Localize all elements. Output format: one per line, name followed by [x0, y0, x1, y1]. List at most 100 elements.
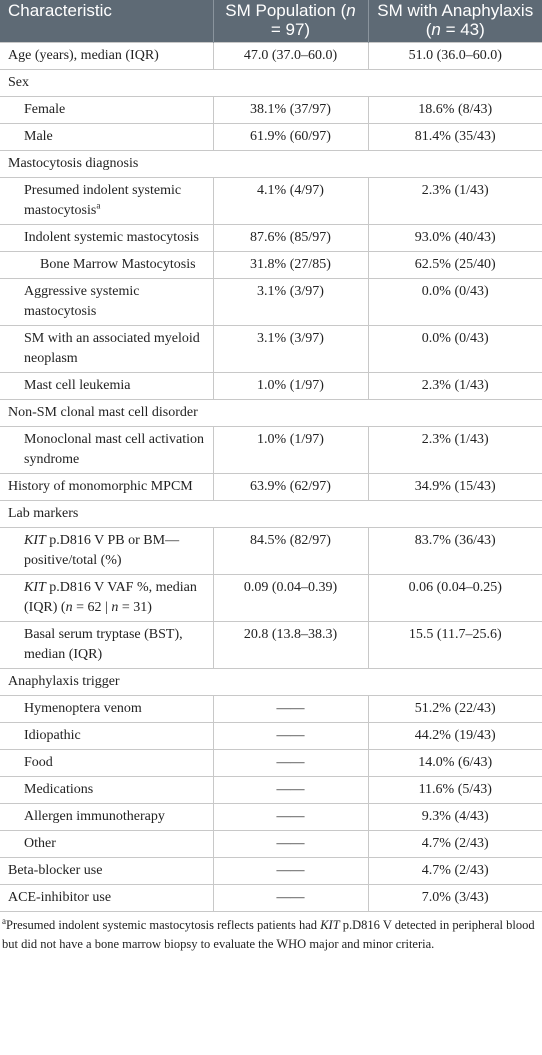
row-label: Aggressive systemic mastocytosis — [0, 278, 214, 326]
row-label: Mastocytosis diagnosis — [0, 150, 542, 178]
data-row: SM with an associated myeloid neoplasm 3.… — [0, 325, 542, 373]
data-row: Male 61.9% (60/97) 81.4% (35/43) — [0, 123, 542, 151]
value-cell: 1.0% (1/97) — [213, 372, 369, 400]
data-row: KIT p.D816 V PB or BM—positive/total (%)… — [0, 527, 542, 575]
value-cell: 0.06 (0.04–0.25) — [368, 574, 542, 622]
value-cell: 20.8 (13.8–38.3) — [213, 621, 369, 669]
text-run: = 62 | — [72, 600, 112, 615]
value-cell: 62.5% (25/40) — [368, 251, 542, 279]
value-cell: —— — [213, 803, 369, 831]
italic-text: n — [431, 20, 441, 39]
data-row: Food —— 14.0% (6/43) — [0, 749, 542, 777]
value-cell: 31.8% (27/85) — [213, 251, 369, 279]
row-label: Other — [0, 830, 214, 858]
data-table: Characteristic SM Population (n = 97) SM w… — [0, 0, 542, 912]
value-cell: 83.7% (36/43) — [368, 527, 542, 575]
value-cell: 4.1% (4/97) — [213, 177, 369, 225]
row-label: Hymenoptera venom — [0, 695, 214, 723]
value-cell: 7.0% (3/43) — [368, 884, 542, 912]
value-cell: 38.1% (37/97) — [213, 96, 369, 124]
data-row: Basal serum tryptase (BST), median (IQR)… — [0, 621, 542, 669]
row-label: SM with an associated myeloid neoplasm — [0, 325, 214, 373]
row-label: Idiopathic — [0, 722, 214, 750]
superscript: a — [2, 915, 6, 926]
data-row: Idiopathic —— 44.2% (19/43) — [0, 722, 542, 750]
italic-text: KIT — [24, 533, 46, 548]
data-row: Beta-blocker use —— 4.7% (2/43) — [0, 857, 542, 885]
section-row: Sex — [0, 69, 542, 97]
value-cell: 0.0% (0/43) — [368, 278, 542, 326]
value-cell: 15.5 (11.7–25.6) — [368, 621, 542, 669]
row-label: History of monomorphic MPCM — [0, 473, 214, 501]
value-cell: 0.0% (0/43) — [368, 325, 542, 373]
row-label: Male — [0, 123, 214, 151]
row-label: Age (years), median (IQR) — [0, 42, 214, 70]
italic-text: n — [111, 600, 119, 615]
row-label: Sex — [0, 69, 542, 97]
value-cell: —— — [213, 695, 369, 723]
value-cell: 1.0% (1/97) — [213, 426, 369, 474]
text-run: Presumed indolent systemic mastocytosis — [24, 183, 182, 218]
value-cell: 34.9% (15/43) — [368, 473, 542, 501]
section-row: Non-SM clonal mast cell disorder — [0, 399, 542, 427]
value-cell: 87.6% (85/97) — [213, 224, 369, 252]
value-cell: 4.7% (2/43) — [368, 830, 542, 858]
header-cell: Characteristic — [0, 0, 214, 43]
row-label: Medications — [0, 776, 214, 804]
row-label: Allergen immunotherapy — [0, 803, 214, 831]
header-row: Characteristic SM Population (n = 97) SM w… — [0, 0, 542, 43]
section-row: Anaphylaxis trigger — [0, 668, 542, 696]
data-row: Age (years), median (IQR) 47.0 (37.0–60.0… — [0, 42, 542, 70]
value-cell: —— — [213, 776, 369, 804]
value-cell: 14.0% (6/43) — [368, 749, 542, 777]
value-cell: 3.1% (3/97) — [213, 325, 369, 373]
value-cell: 3.1% (3/97) — [213, 278, 369, 326]
data-row: Female 38.1% (37/97) 18.6% (8/43) — [0, 96, 542, 124]
value-cell: 2.3% (1/43) — [368, 177, 542, 225]
value-cell: 61.9% (60/97) — [213, 123, 369, 151]
value-cell: —— — [213, 830, 369, 858]
row-label: Beta-blocker use — [0, 857, 214, 885]
data-row: History of monomorphic MPCM 63.9% (62/97)… — [0, 473, 542, 501]
data-row: Other —— 4.7% (2/43) — [0, 830, 542, 858]
data-row: Monoclonal mast cell activation syndrome… — [0, 426, 542, 474]
text-run: = 43) — [440, 20, 485, 39]
value-cell: 9.3% (4/43) — [368, 803, 542, 831]
header-cell: SM with Anaphylaxis (n = 43) — [368, 0, 542, 43]
value-cell: 2.3% (1/43) — [368, 372, 542, 400]
value-cell: 63.9% (62/97) — [213, 473, 369, 501]
data-row: Aggressive systemic mastocytosis 3.1% (3/… — [0, 278, 542, 326]
row-label: Monoclonal mast cell activation syndrome — [0, 426, 214, 474]
row-label: Anaphylaxis trigger — [0, 668, 542, 696]
row-label: Food — [0, 749, 214, 777]
value-cell: 84.5% (82/97) — [213, 527, 369, 575]
text-run: SM with Anaphylaxis ( — [377, 1, 534, 39]
row-label: Presumed indolent systemic mastocytosisa — [0, 177, 214, 225]
value-cell: 51.2% (22/43) — [368, 695, 542, 723]
value-cell: 11.6% (5/43) — [368, 776, 542, 804]
data-row: ACE-inhibitor use —— 7.0% (3/43) — [0, 884, 542, 912]
value-cell: 18.6% (8/43) — [368, 96, 542, 124]
row-label: Indolent systemic mastocytosis — [0, 224, 214, 252]
row-label: Bone Marrow Mastocytosis — [0, 251, 214, 279]
value-cell: 81.4% (35/43) — [368, 123, 542, 151]
text-run: p.D816 V detected in peripheral blood bu… — [2, 918, 535, 951]
data-row: Indolent systemic mastocytosis 87.6% (85/… — [0, 224, 542, 252]
row-label: ACE-inhibitor use — [0, 884, 214, 912]
row-label: KIT p.D816 V PB or BM—positive/total (%) — [0, 527, 214, 575]
text-run: = 31) — [118, 600, 152, 615]
value-cell: 51.0 (36.0–60.0) — [368, 42, 542, 70]
data-row: Hymenoptera venom —— 51.2% (22/43) — [0, 695, 542, 723]
row-label: Female — [0, 96, 214, 124]
row-label: KIT p.D816 V VAF %, median (IQR) (n = 62… — [0, 574, 214, 622]
data-row: Medications —— 11.6% (5/43) — [0, 776, 542, 804]
row-label: Basal serum tryptase (BST), median (IQR) — [0, 621, 214, 669]
value-cell: 4.7% (2/43) — [368, 857, 542, 885]
data-row: Mast cell leukemia 1.0% (1/97) 2.3% (1/43) — [0, 372, 542, 400]
table-body: Age (years), median (IQR) 47.0 (37.0–60.0… — [0, 42, 542, 912]
text-run: Presumed indolent systemic mastocytosis … — [6, 918, 321, 932]
text-run: p.D816 V VAF %, median (IQR) ( — [24, 580, 197, 615]
value-cell: 0.09 (0.04–0.39) — [213, 574, 369, 622]
value-cell: 44.2% (19/43) — [368, 722, 542, 750]
